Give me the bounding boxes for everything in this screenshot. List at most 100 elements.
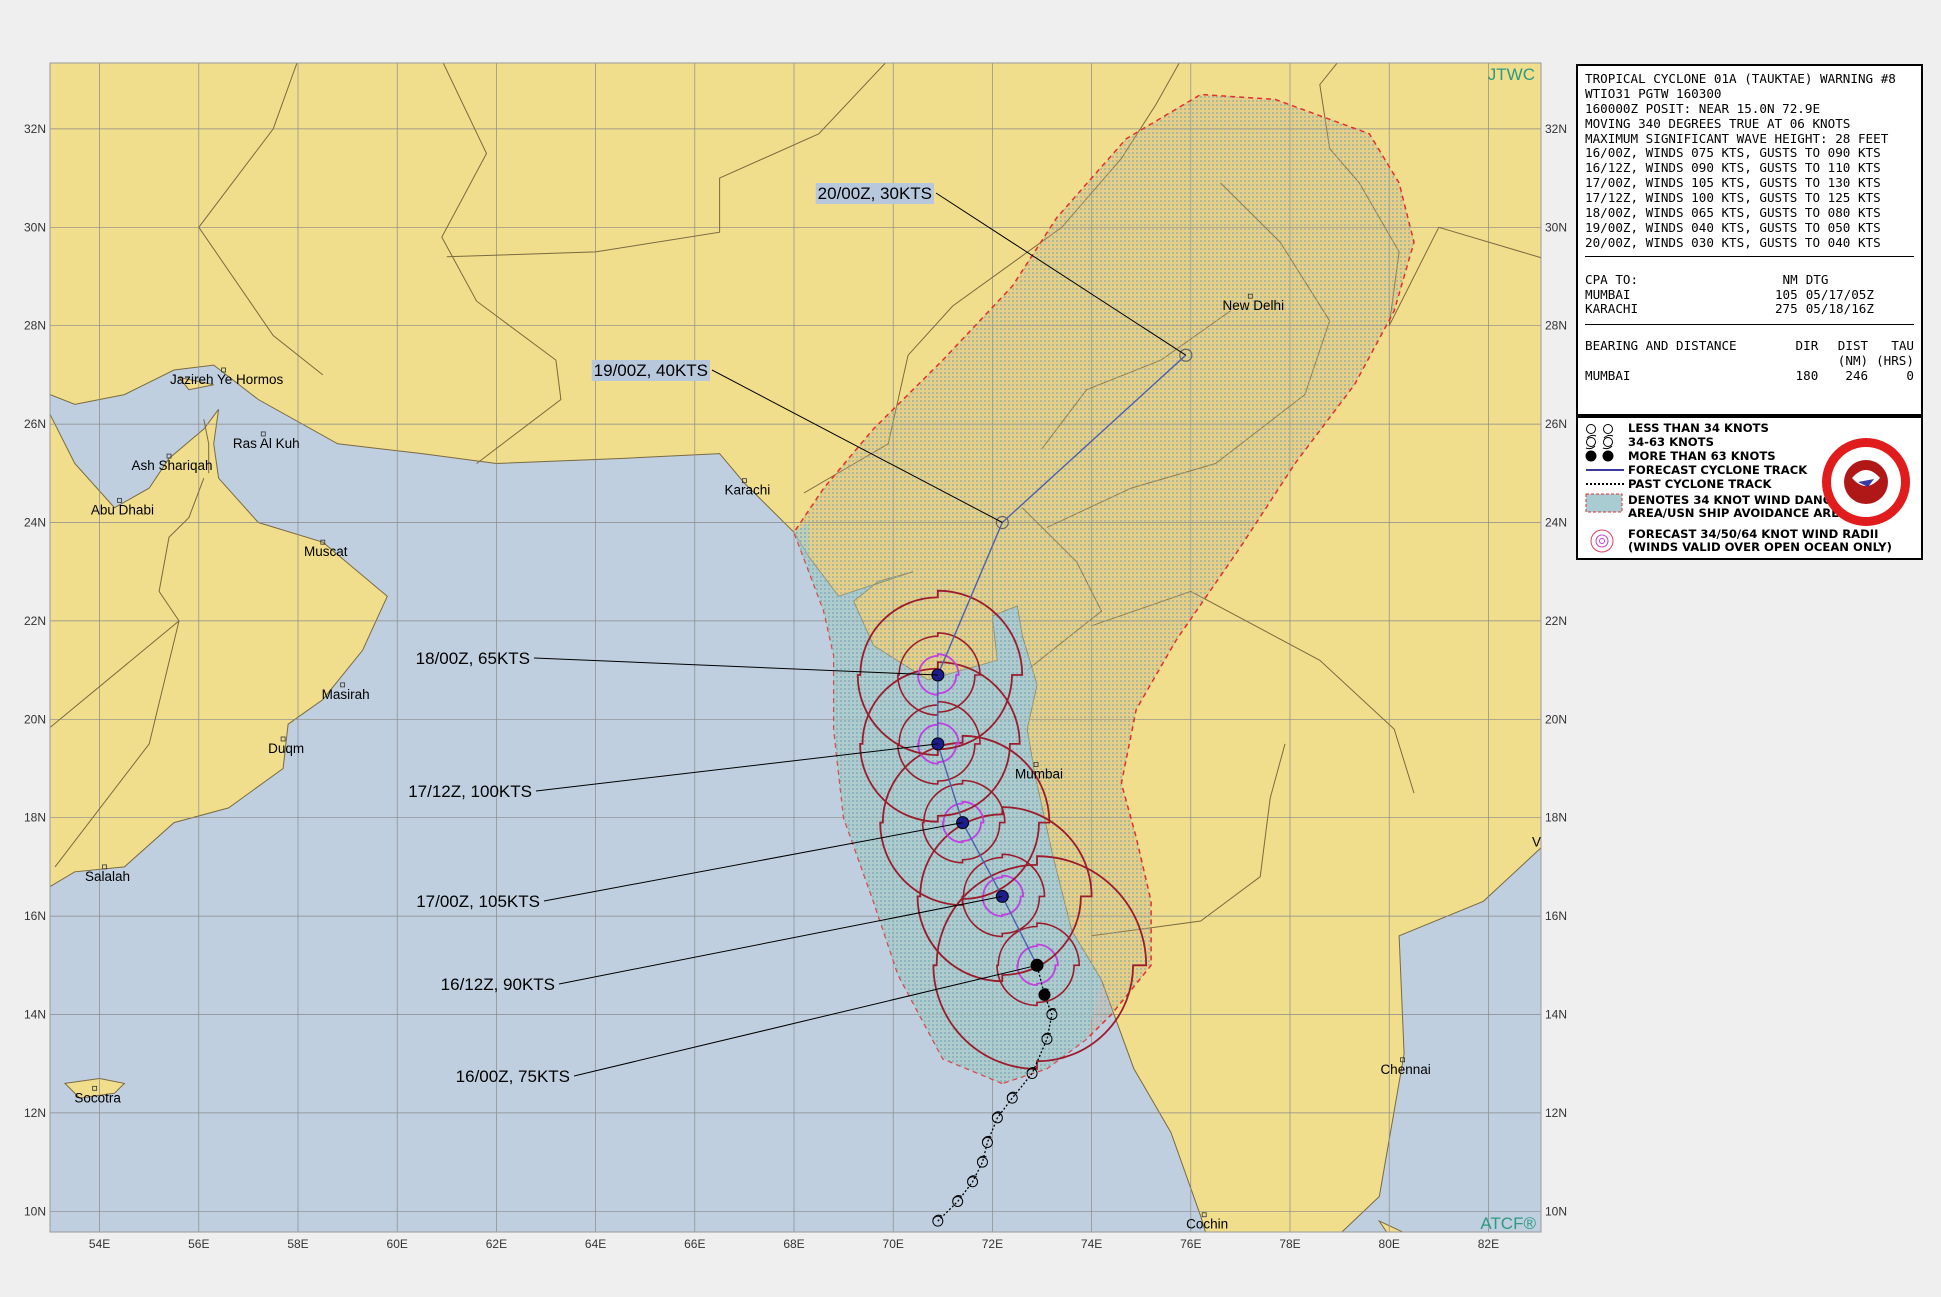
wind-radii	[856, 589, 1148, 1070]
wind-radius-50kt	[896, 632, 981, 716]
leader-line	[935, 192, 1187, 356]
lon-label: 54E	[89, 1237, 110, 1251]
bearing-header: BEARING AND DISTANCE DIR DIST TAU	[1585, 338, 1914, 354]
lat-label-left: 30N	[24, 220, 46, 234]
city-marker	[1247, 293, 1253, 299]
forecast-label: 20/00Z, 30KTS	[815, 183, 1187, 356]
legend-item-wind-radii-2: (WINDS VALID OVER OPEN OCEAN ONLY)	[1628, 540, 1892, 554]
wind-radius-64kt	[917, 722, 960, 765]
lat-label-right: 12N	[1545, 1106, 1567, 1120]
legend-item-ty: MORE THAN 63 KNOTS	[1628, 449, 1776, 463]
lat-label-right: 16N	[1545, 909, 1567, 923]
past-position-marker	[932, 1214, 944, 1227]
forecast-label-text: 17/00Z, 105KTS	[416, 892, 540, 911]
forecast-label-text: 18/00Z, 65KTS	[416, 649, 530, 668]
cpa-row: MUMBAI 105 05/17/05Z	[1585, 287, 1914, 303]
cpa-row: KARACHI 275 05/18/16Z	[1585, 302, 1914, 317]
past-position-marker	[967, 1175, 979, 1188]
city-marker	[1201, 1212, 1207, 1218]
bearing-tau: 0	[1906, 368, 1914, 384]
past-position-marker	[981, 1135, 993, 1148]
city-label: Muscat	[304, 544, 348, 559]
city-marker	[92, 1085, 98, 1091]
wind-radius-50kt	[921, 779, 1006, 864]
lat-label-left: 22N	[24, 614, 46, 628]
lon-label: 72E	[982, 1237, 1003, 1251]
leader-line	[711, 369, 1003, 523]
city: Duqm	[268, 736, 304, 756]
city: Ash Shariqah	[132, 453, 213, 473]
wind-radius-34kt	[916, 806, 1093, 983]
lat-label-right: 14N	[1545, 1008, 1567, 1022]
lat-label-left: 32N	[24, 122, 46, 136]
cpa-place: KARACHI	[1585, 301, 1639, 317]
city: Jazireh Ye Hormos	[170, 367, 284, 387]
tropical-storm-symbol	[1585, 434, 1614, 450]
city: Visakha	[1532, 830, 1555, 849]
bearing-tau-header: TAU	[1891, 338, 1914, 354]
forecast-label: 17/12Z, 100KTS	[408, 743, 938, 801]
bearing-dir: 180	[1795, 368, 1819, 384]
city: Muscat	[304, 539, 348, 559]
lat-label-right: 30N	[1545, 220, 1567, 234]
map-frame	[49, 62, 1542, 1233]
warning-line: 16/12Z, WINDS 090 KTS, GUSTS TO 110 KTS	[1585, 160, 1881, 176]
lon-label: 68E	[783, 1237, 804, 1251]
lat-label-left: 14N	[24, 1008, 46, 1022]
city-label: Ash Shariqah	[132, 458, 213, 473]
warning-line: 17/00Z, WINDS 105 KTS, GUSTS TO 130 KTS	[1585, 175, 1881, 191]
border-line	[54, 620, 180, 868]
city-marker	[340, 682, 346, 688]
forecast-label-bg	[591, 360, 710, 381]
bearing-subheader: (NM) (HRS)	[1585, 353, 1914, 369]
lon-label: 82E	[1478, 1237, 1499, 1251]
warning-line: MAXIMUM SIGNIFICANT WAVE HEIGHT: 28 FEET	[1585, 130, 1889, 146]
bearing-place: MUMBAI	[1585, 368, 1631, 384]
danger-ocean-hatch	[794, 522, 1102, 1084]
city: Karachi	[725, 478, 771, 498]
warning-line: 20/00Z, WINDS 030 KTS, GUSTS TO 040 KTS	[1585, 234, 1881, 250]
lat-label-left: 16N	[24, 909, 46, 923]
city: Salalah	[85, 864, 130, 884]
lat-label-left: 24N	[24, 516, 46, 530]
forecast-label-text: 16/12Z, 90KTS	[441, 975, 555, 994]
city-label: Masirah	[322, 687, 370, 702]
lat-label-right: 32N	[1545, 122, 1567, 136]
lat-label-right: 20N	[1545, 712, 1567, 726]
socotra-island	[63, 1077, 126, 1099]
sri-lanka	[1377, 1219, 1404, 1232]
forecast-label-text: 17/12Z, 100KTS	[408, 782, 532, 801]
city-marker	[1551, 830, 1555, 834]
city-marker	[117, 497, 122, 503]
agency-label: JTWC	[1488, 65, 1535, 84]
city-label: Jazireh Ye Hormos	[170, 372, 284, 387]
wind-radius-34kt	[859, 661, 1021, 823]
lon-label: 74E	[1081, 1237, 1102, 1251]
legend-item-danger-area-1: DENOTES 34 KNOT WIND DANGER	[1628, 493, 1850, 507]
city: New Delhi	[1223, 293, 1284, 313]
forecast-labels: 16/00Z, 75KTS 16/12Z, 90KTS 17/00Z, 105KTS…	[408, 183, 1187, 1086]
bearing-row: MUMBAI 180 246 0	[1585, 368, 1914, 384]
past-position-marker	[1026, 1067, 1038, 1080]
city: Chennai	[1380, 1057, 1431, 1077]
legend-symbols	[1585, 424, 1624, 553]
past-position-marker	[1041, 1032, 1053, 1045]
lat-label-left: 26N	[24, 417, 46, 431]
lon-label: 78E	[1279, 1237, 1300, 1251]
cpa-header: CPA TO: NM DTG	[1585, 271, 1914, 288]
lon-label: 64E	[585, 1237, 606, 1251]
city-label: Karachi	[725, 483, 771, 498]
lon-label: 62E	[486, 1237, 507, 1251]
city: Cochin	[1186, 1212, 1228, 1232]
warning-line: 19/00Z, WINDS 040 KTS, GUSTS TO 050 KTS	[1585, 219, 1881, 235]
wind-radius-64kt	[1016, 943, 1059, 987]
bearing-title: BEARING AND DISTANCE	[1585, 338, 1737, 354]
lat-label-right: 26N	[1545, 417, 1567, 431]
lat-lon-grid	[50, 63, 1541, 1232]
past-position-marker	[952, 1194, 964, 1207]
leader-line	[573, 964, 1038, 1077]
cpa-nm-header: NM	[1782, 271, 1798, 287]
leader-line	[533, 657, 938, 676]
cpa-title: CPA TO:	[1585, 271, 1639, 287]
lat-label-left: 28N	[24, 319, 46, 333]
